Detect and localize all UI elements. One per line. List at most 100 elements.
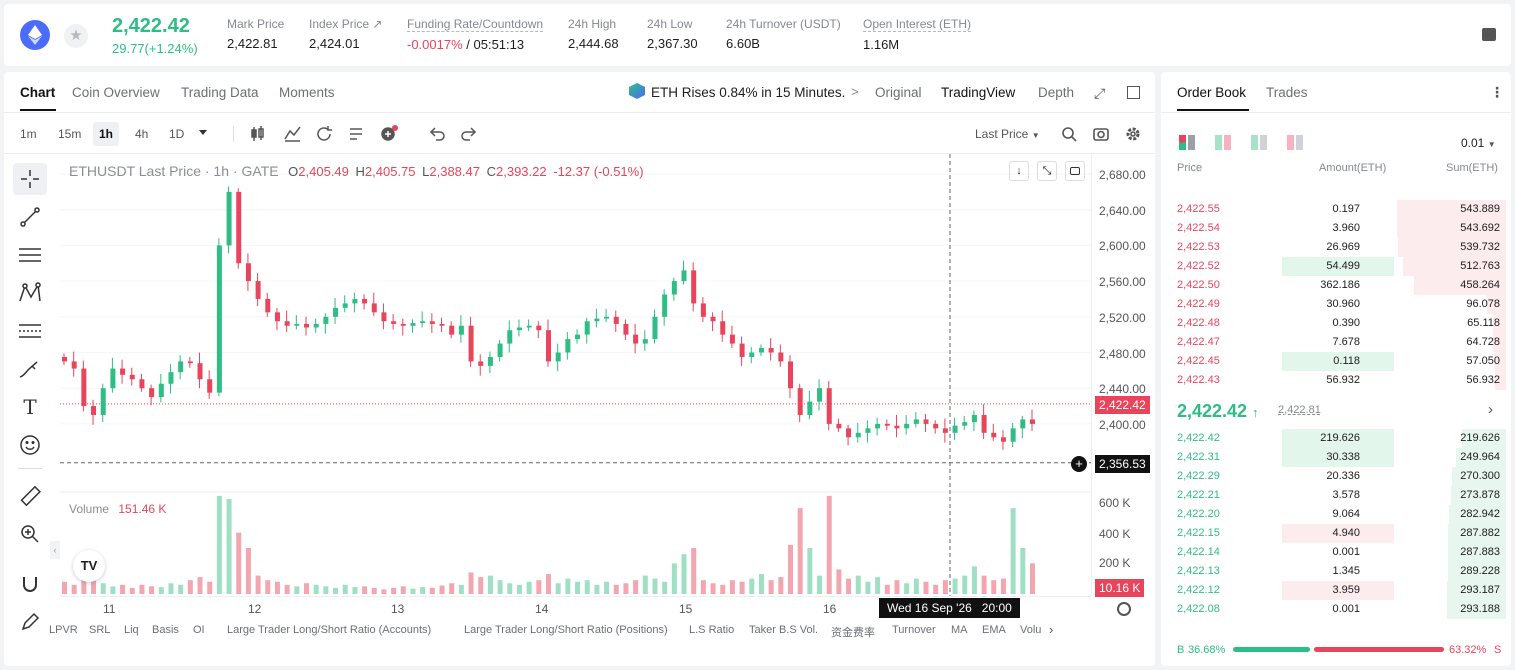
tab-moments[interactable]: Moments bbox=[279, 85, 335, 100]
ob-price: 2,422.52 bbox=[1177, 260, 1220, 272]
indicator-lt-positions[interactable]: Large Trader Long/Short Ratio (Positions… bbox=[464, 624, 668, 636]
brush-tool[interactable] bbox=[13, 353, 47, 385]
timeframe-1h[interactable]: 1h bbox=[93, 122, 119, 146]
indicator-liq[interactable]: Liq bbox=[124, 624, 139, 636]
indicator-ls-ratio[interactable]: L.S Ratio bbox=[689, 624, 734, 636]
legend-low: 2,388.47 bbox=[429, 164, 480, 179]
ask-row[interactable]: 2,422.45 0.118 57.050 bbox=[1168, 352, 1508, 371]
ob-view-bids-icon[interactable] bbox=[1251, 135, 1267, 150]
candle-body bbox=[972, 415, 977, 422]
tab-trading-data[interactable]: Trading Data bbox=[181, 85, 259, 100]
bid-row[interactable]: 2,422.21 3.578 273.878 bbox=[1168, 486, 1508, 505]
bid-row[interactable]: 2,422.29 20.336 270.300 bbox=[1168, 467, 1508, 486]
tab-order-book[interactable]: Order Book bbox=[1177, 85, 1246, 100]
add-alert-icon[interactable]: + bbox=[1071, 456, 1087, 472]
price-tick: 2,600.00 bbox=[1099, 239, 1146, 253]
indicator-ema[interactable]: EMA bbox=[982, 624, 1006, 636]
ask-row[interactable]: 2,422.52 54.499 512.763 bbox=[1168, 257, 1508, 276]
tab-chart-underline bbox=[20, 109, 56, 111]
window-icon[interactable] bbox=[1127, 86, 1140, 99]
book-icon[interactable] bbox=[1482, 28, 1496, 41]
indicator-taker-vol[interactable]: Taker B.S Vol. bbox=[749, 624, 818, 636]
pattern-tool[interactable] bbox=[13, 277, 47, 309]
fib-tool[interactable] bbox=[13, 315, 47, 347]
ask-row[interactable]: 2,422.48 0.390 65.118 bbox=[1168, 314, 1508, 333]
favorite-star-icon[interactable]: ★ bbox=[64, 24, 88, 48]
timeframe-dropdown-icon[interactable] bbox=[199, 130, 207, 135]
ob-mid-chevron-icon[interactable]: › bbox=[1488, 401, 1493, 418]
indicator-basis[interactable]: Basis bbox=[152, 624, 179, 636]
ask-row[interactable]: 2,422.55 0.197 543.889 bbox=[1168, 200, 1508, 219]
price-axis[interactable]: 2,680.00 2,640.00 2,600.00 2,560.00 2,52… bbox=[1091, 154, 1155, 596]
volume-bar bbox=[401, 586, 406, 594]
bid-row[interactable]: 2,422.31 30.338 249.964 bbox=[1168, 448, 1508, 467]
ask-row[interactable]: 2,422.50 362.186 458.264 bbox=[1168, 276, 1508, 295]
price-tick: 2,520.00 bbox=[1099, 311, 1146, 325]
ask-row[interactable]: 2,422.49 30.960 96.078 bbox=[1168, 295, 1508, 314]
price-type-select[interactable]: Last Price ▼ bbox=[975, 127, 1040, 141]
tab-trades[interactable]: Trades bbox=[1266, 85, 1308, 100]
ob-view-split-icon[interactable] bbox=[1215, 135, 1231, 150]
trend-line-tool[interactable] bbox=[13, 201, 47, 233]
news-arrow-icon[interactable]: > bbox=[851, 84, 859, 99]
view-tradingview[interactable]: TradingView bbox=[941, 85, 1015, 100]
ob-view-both-icon[interactable] bbox=[1179, 135, 1195, 150]
scroll-to-latest-icon[interactable]: ↓ bbox=[1009, 161, 1029, 181]
collapse-tools-icon[interactable]: ‹ bbox=[50, 541, 60, 559]
magnet-tool[interactable] bbox=[13, 568, 47, 600]
collapse-chart-icon[interactable]: ⤡ bbox=[1037, 161, 1057, 181]
indicator-ma[interactable]: MA bbox=[951, 624, 968, 636]
ob-view-asks-icon[interactable] bbox=[1287, 135, 1303, 150]
more-options-icon[interactable]: ⋮ bbox=[1490, 84, 1504, 101]
horizontal-lines-tool[interactable] bbox=[13, 239, 47, 271]
indicators-next-icon[interactable]: › bbox=[1049, 622, 1053, 637]
candle-body bbox=[246, 263, 251, 281]
timeframe-1d[interactable]: 1D bbox=[163, 122, 190, 146]
date-axis[interactable]: 11 12 13 14 15 16 Wed 16 Sep '26 20:00 bbox=[60, 596, 1091, 618]
zoom-in-tool[interactable] bbox=[13, 518, 47, 550]
candle-body bbox=[846, 428, 851, 437]
expand-icon[interactable]: ⤢ bbox=[1094, 85, 1105, 102]
indicator-oi[interactable]: OI bbox=[193, 624, 205, 636]
bid-row[interactable]: 2,422.12 3.959 293.187 bbox=[1168, 581, 1508, 600]
tab-coin-overview[interactable]: Coin Overview bbox=[72, 85, 160, 100]
bid-row[interactable]: 2,422.13 1.345 289.228 bbox=[1168, 562, 1508, 581]
volume-bar bbox=[420, 587, 425, 594]
chart-settings-icon[interactable] bbox=[1117, 602, 1131, 616]
bid-row[interactable]: 2,422.42 219.626 219.626 bbox=[1168, 429, 1508, 448]
ob-sum: 543.889 bbox=[1460, 203, 1500, 215]
bid-row[interactable]: 2,422.20 9.064 282.942 bbox=[1168, 505, 1508, 524]
timeframe-4h[interactable]: 4h bbox=[129, 122, 154, 146]
indicator-turnover[interactable]: Turnover bbox=[892, 624, 936, 636]
edit-tool[interactable] bbox=[13, 606, 47, 638]
crosshair-tool[interactable] bbox=[13, 163, 47, 195]
ask-row[interactable]: 2,422.54 3.960 543.692 bbox=[1168, 219, 1508, 238]
ruler-tool[interactable] bbox=[13, 480, 47, 512]
candlestick-chart[interactable] bbox=[60, 154, 1091, 596]
sell-label: S bbox=[1494, 644, 1501, 656]
ask-row[interactable]: 2,422.47 7.678 64.728 bbox=[1168, 333, 1508, 352]
news-ticker[interactable]: ETH Rises 0.84% in 15 Minutes. bbox=[651, 85, 845, 100]
bid-row[interactable]: 2,422.08 0.001 293.188 bbox=[1168, 600, 1508, 619]
indicator-lt-accounts[interactable]: Large Trader Long/Short Ratio (Accounts) bbox=[227, 624, 431, 636]
view-depth[interactable]: Depth bbox=[1038, 85, 1074, 100]
indicator-srl[interactable]: SRL bbox=[89, 624, 110, 636]
timeframe-15m[interactable]: 15m bbox=[52, 122, 87, 146]
indicator-volume[interactable]: Volu bbox=[1020, 624, 1041, 636]
bid-row[interactable]: 2,422.14 0.001 287.883 bbox=[1168, 543, 1508, 562]
text-tool[interactable]: T bbox=[13, 391, 47, 423]
ask-row[interactable]: 2,422.53 26.969 539.732 bbox=[1168, 238, 1508, 257]
ob-sum: 293.188 bbox=[1460, 603, 1500, 615]
indicator-funding[interactable]: 资金费率 bbox=[831, 624, 875, 640]
precision-select[interactable]: 0.01 ▼ bbox=[1461, 136, 1496, 150]
emoji-tool[interactable] bbox=[13, 429, 47, 461]
timeframe-1m[interactable]: 1m bbox=[14, 122, 43, 146]
indicator-lpvr[interactable]: LPVR bbox=[49, 624, 78, 636]
fullscreen-chart-icon[interactable] bbox=[1065, 161, 1085, 181]
candle-body bbox=[565, 339, 570, 352]
stat-index-price[interactable]: Index Price ↗ 2,424.01 bbox=[309, 17, 382, 51]
bid-row[interactable]: 2,422.15 4.940 287.882 bbox=[1168, 524, 1508, 543]
ask-row[interactable]: 2,422.43 56.932 56.932 bbox=[1168, 371, 1508, 390]
tab-chart[interactable]: Chart bbox=[20, 85, 55, 100]
view-original[interactable]: Original bbox=[875, 85, 922, 100]
